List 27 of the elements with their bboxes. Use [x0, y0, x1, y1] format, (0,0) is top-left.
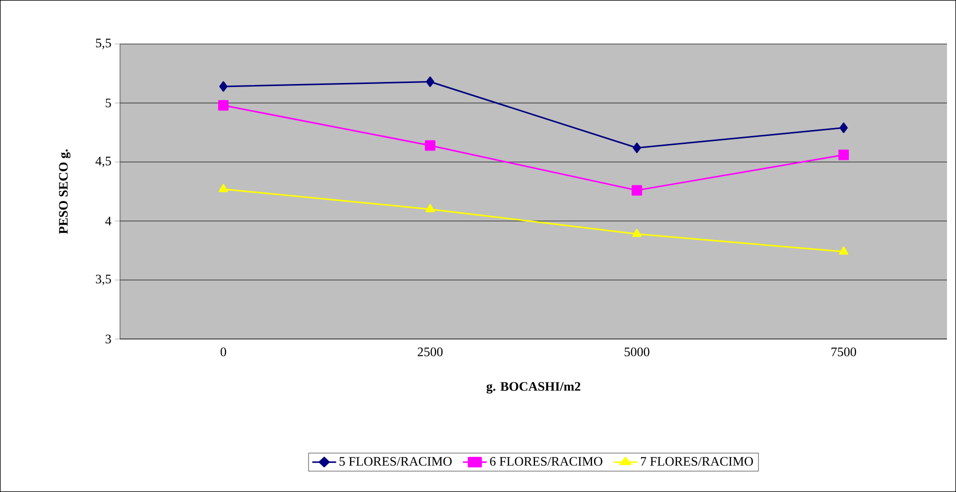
y-tick-label: 4	[105, 216, 112, 226]
y-tick-label: 5	[106, 98, 111, 108]
y-axis-title: PESO SECO g.	[59, 149, 70, 234]
x-axis-title: g. BOCASHI/m2	[486, 382, 580, 394]
y-tick-label: 5,5	[96, 38, 111, 50]
point	[424, 140, 436, 151]
legend-label: 6 FLORES/RACIMO	[490, 457, 602, 466]
point	[632, 228, 642, 237]
y-tick-label: 3	[106, 334, 111, 344]
legend-label: 5 FLORES/RACIMO	[340, 457, 452, 466]
x-tick-label: 0	[220, 348, 226, 356]
x-tick-label: 2500	[418, 348, 443, 356]
point	[840, 122, 848, 134]
y-tick-label: 4,5	[96, 156, 111, 168]
point	[426, 76, 434, 88]
point	[838, 150, 849, 160]
legend-label: 7 FLORES/RACIMO	[640, 457, 753, 466]
point	[218, 100, 229, 111]
point	[632, 142, 642, 154]
y-tick-label: 3,5	[96, 274, 111, 286]
point	[632, 185, 642, 196]
point	[218, 184, 228, 192]
point	[838, 246, 848, 255]
x-tick-label: 5000	[624, 348, 650, 356]
point	[219, 81, 228, 92]
point	[425, 204, 435, 212]
x-tick-label: 7500	[832, 348, 856, 356]
